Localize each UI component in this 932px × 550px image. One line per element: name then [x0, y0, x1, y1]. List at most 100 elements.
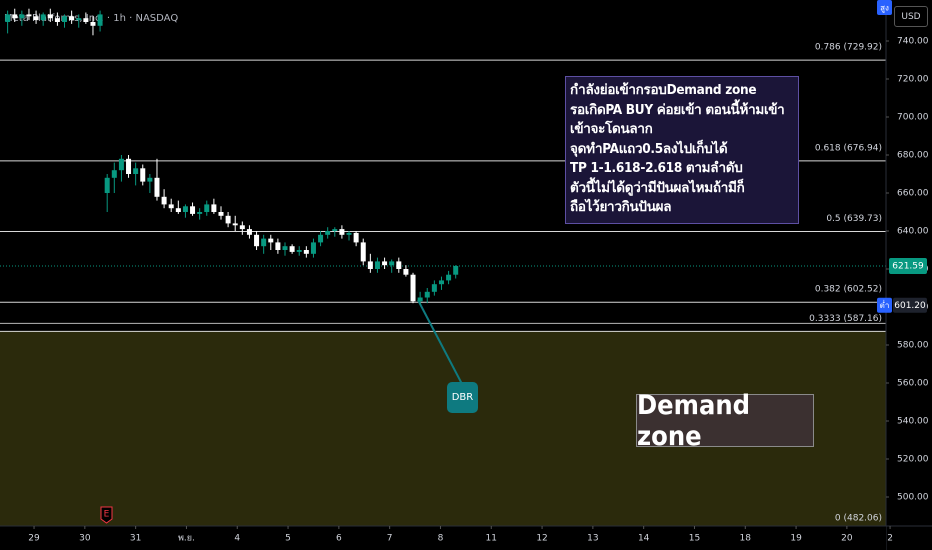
x-tick-label: 31: [130, 534, 141, 544]
candle-body: [76, 18, 82, 21]
x-tick-label: 2: [887, 534, 893, 544]
candle-body: [19, 14, 25, 19]
annotation-line: รอเกิดPA BUY ค่อยเข้า ตอนนี้ห้ามเข้า: [570, 101, 785, 118]
x-tick-label: 20: [841, 534, 853, 544]
low-price-label: 601.20: [894, 301, 926, 311]
fib-label: 0 (482.06): [835, 514, 882, 524]
x-tick-label: 15: [689, 534, 700, 544]
candle-body: [367, 261, 373, 270]
candle-body: [182, 206, 188, 213]
x-tick-label: 8: [438, 534, 444, 544]
candle-body: [104, 177, 110, 194]
candle-body: [254, 234, 260, 247]
candle-body: [296, 250, 302, 252]
candle-body: [133, 168, 139, 175]
annotation-line: ถือไว้ยาวกินปันผล: [570, 199, 672, 215]
high-tag: [877, 0, 892, 15]
candle-body: [118, 158, 124, 171]
price-axis-bg: [886, 0, 932, 550]
last-price-tag: [889, 257, 927, 274]
x-tick-label: 19: [790, 534, 802, 544]
x-tick-label: 18: [740, 534, 752, 544]
candle-body: [268, 238, 274, 243]
candle-body: [403, 269, 409, 275]
x-tick-label: 13: [587, 534, 598, 544]
candle-body: [318, 234, 324, 243]
low-tag: [877, 297, 892, 313]
candle-body: [90, 22, 96, 26]
candle-body: [225, 215, 231, 224]
time-axis-bg: [0, 526, 886, 550]
candle-body: [438, 280, 444, 285]
x-tick-label: 4: [234, 534, 240, 544]
candle-body: [303, 250, 309, 254]
annotation-line: เข้าจะโดนลาก: [570, 121, 653, 137]
x-tick-label: 5: [285, 534, 291, 544]
candle-body: [204, 204, 210, 213]
candle-body: [453, 265, 459, 275]
candle-body: [147, 177, 153, 182]
fib-label: 0.3333 (587.16): [809, 314, 882, 324]
earnings-label: E: [104, 510, 110, 520]
candle-body: [431, 284, 437, 292]
candle-body: [232, 223, 238, 226]
y-tick-label: 520.00: [897, 455, 929, 465]
candle-body: [175, 208, 181, 213]
candle-body: [62, 16, 68, 23]
candle-body: [154, 177, 160, 197]
high-tag-label: สูง: [880, 4, 889, 14]
candle-body: [140, 168, 146, 182]
currency-button[interactable]: USD: [894, 6, 928, 27]
candle-body: [424, 291, 430, 298]
candle-body: [218, 212, 224, 216]
candle-body: [246, 229, 252, 235]
candle-body: [417, 297, 423, 302]
y-tick-label: 660.00: [897, 189, 929, 199]
y-tick-label: 740.00: [897, 37, 929, 47]
callout: DBR: [447, 382, 478, 413]
x-tick-label: 12: [536, 534, 547, 544]
candle-body: [26, 14, 32, 17]
candle-body: [325, 231, 331, 235]
candle-body: [111, 170, 117, 178]
x-tick-label: พ.ย.: [178, 534, 195, 544]
x-tick-label: 30: [79, 534, 91, 544]
candle-body: [12, 14, 18, 19]
y-tick-label: 560.00: [897, 379, 929, 389]
candle-body: [5, 14, 11, 23]
candle-body: [289, 246, 295, 252]
candle-body: [396, 261, 402, 270]
annotation-box: กำลังย่อเข้ากรอบDemand zone รอเกิดPA BUY …: [565, 76, 799, 224]
fib-label: 0.618 (676.94): [815, 143, 882, 153]
candle-body: [69, 16, 75, 21]
candle-body: [97, 14, 103, 26]
candle-body: [261, 238, 267, 247]
candle-body: [339, 229, 345, 235]
candle-body: [126, 158, 132, 175]
candle-body: [360, 242, 366, 262]
candle-body: [197, 212, 203, 214]
x-tick-label: 7: [387, 534, 393, 544]
x-tick-label: 29: [28, 534, 40, 544]
candle-body: [275, 242, 281, 251]
candle-body: [382, 261, 388, 266]
y-tick-label: 540.00: [897, 417, 929, 427]
candle-body: [446, 274, 452, 281]
annotation-line: TP 1-1.618-2.618 ตามลำดับ: [570, 160, 743, 176]
y-tick-label: 500.00: [897, 493, 929, 503]
candle-body: [282, 246, 288, 251]
y-tick-label: 720.00: [897, 75, 929, 85]
candle-body: [239, 225, 245, 230]
candle-body: [33, 16, 39, 21]
candle-body: [332, 229, 338, 232]
x-tick-label: 14: [638, 534, 650, 544]
candle-body: [211, 204, 217, 213]
candle-body: [346, 232, 352, 235]
fib-label: 0.5 (639.73): [826, 214, 882, 224]
x-tick-label: 11: [486, 534, 497, 544]
chart-title: Meta Platforms, Inc. · 1h · NASDAQ: [4, 13, 178, 24]
candle-body: [374, 261, 380, 270]
annotation-line: กำลังย่อเข้ากรอบDemand zone: [570, 82, 757, 98]
candle-body: [161, 196, 167, 205]
